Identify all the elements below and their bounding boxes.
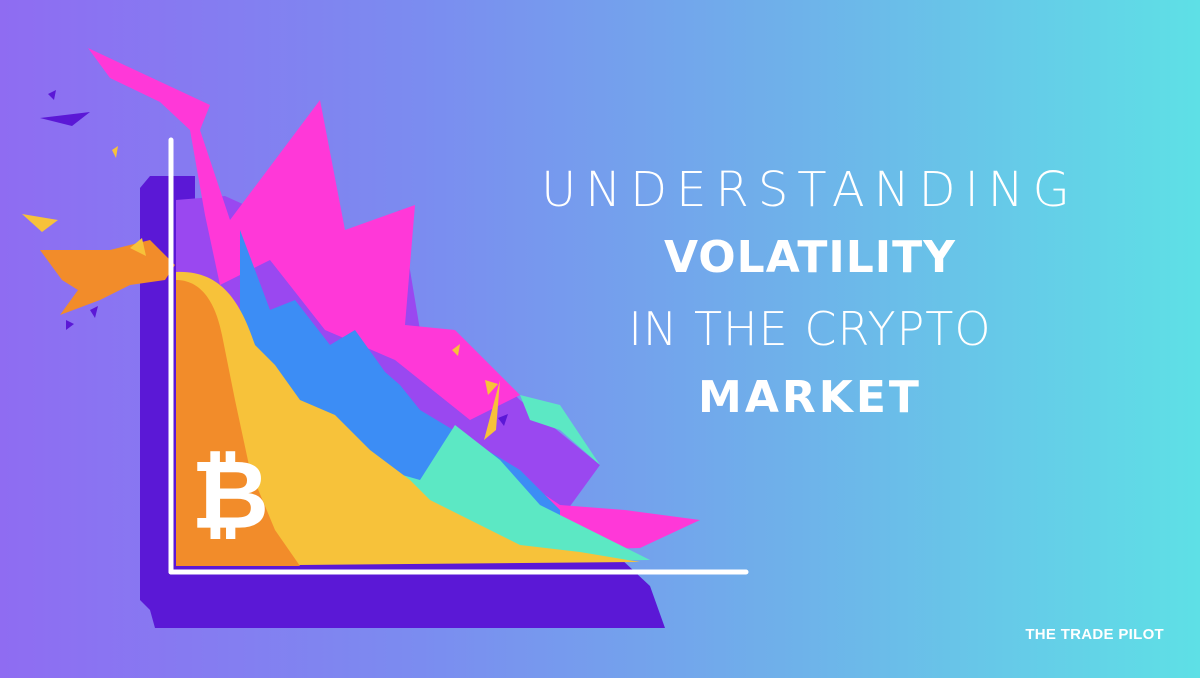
bitcoin-icon: ₿ (191, 439, 269, 551)
cyan-tail (520, 395, 600, 465)
yellow-wave (176, 271, 640, 566)
brand-name: THE TRADE PILOT (1025, 626, 1164, 643)
yellow-shard (22, 214, 58, 232)
volatility-chart-illustration: ₿ (22, 48, 700, 628)
headline-line-market: MARKET (698, 372, 922, 423)
yellow-shard (130, 238, 146, 256)
purple-shard (498, 414, 508, 426)
yellow-shard (484, 380, 500, 440)
headline-line-understanding: UNDERSTANDING (541, 162, 1079, 218)
yellow-shard (485, 380, 498, 395)
purple-shard (48, 90, 56, 100)
magenta-spike-area (88, 48, 520, 420)
yellow-shard (112, 146, 118, 158)
purple-shard (90, 306, 98, 318)
orange-wave (176, 280, 300, 566)
headline: UNDERSTANDING VOLATILITY IN THE CRYPTO M… (470, 160, 1150, 440)
orange-burst (40, 240, 175, 315)
yellow-shard (452, 344, 460, 356)
purple-shard (40, 112, 90, 126)
headline-line-volatility: VOLATILITY (663, 232, 957, 283)
purple-shard (66, 320, 74, 330)
headline-line-in-the-crypto: IN THE CRYPTO (628, 302, 992, 356)
